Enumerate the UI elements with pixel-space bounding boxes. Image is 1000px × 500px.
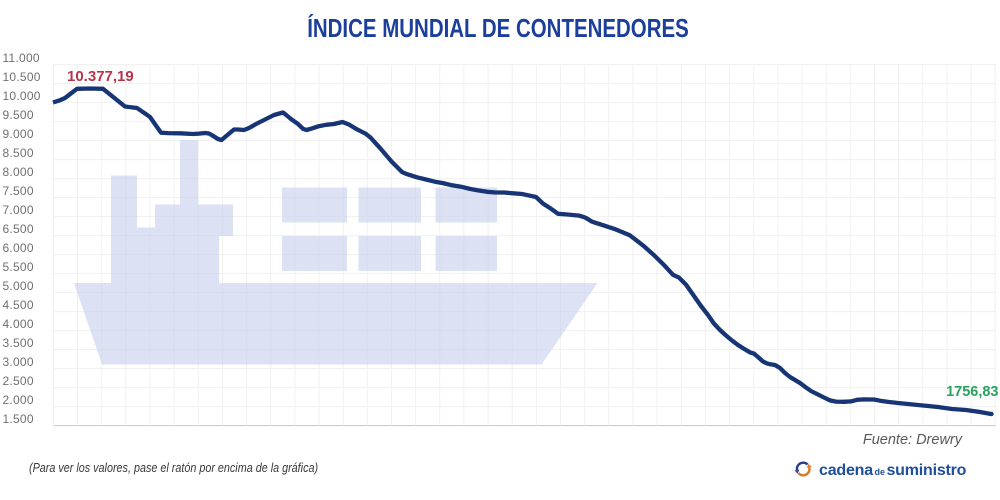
svg-text:11.000: 11.000	[3, 51, 40, 65]
svg-text:2.500: 2.500	[3, 374, 34, 388]
svg-text:4.500: 4.500	[3, 298, 34, 312]
svg-text:9.000: 9.000	[3, 127, 34, 141]
svg-text:3.500: 3.500	[3, 336, 34, 350]
svg-text:7.500: 7.500	[3, 184, 34, 198]
svg-text:9.500: 9.500	[3, 108, 34, 122]
svg-text:5.000: 5.000	[3, 279, 34, 293]
svg-text:7.000: 7.000	[3, 203, 34, 217]
svg-text:10.500: 10.500	[3, 70, 41, 84]
svg-text:2.000: 2.000	[3, 393, 34, 407]
svg-text:3.000: 3.000	[3, 355, 34, 369]
svg-text:6.000: 6.000	[3, 241, 34, 255]
svg-text:1.500: 1.500	[3, 412, 34, 426]
svg-text:8.500: 8.500	[3, 146, 34, 160]
svg-text:8.000: 8.000	[3, 165, 34, 179]
svg-text:5.500: 5.500	[3, 260, 34, 274]
svg-text:6.500: 6.500	[3, 222, 34, 236]
svg-text:4.000: 4.000	[3, 317, 34, 331]
svg-text:10.000: 10.000	[3, 89, 41, 103]
